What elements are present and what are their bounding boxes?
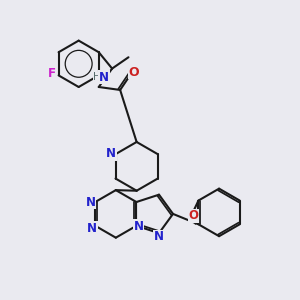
Text: O: O <box>188 209 198 223</box>
Text: N: N <box>106 147 116 160</box>
Text: N: N <box>134 220 144 233</box>
Text: O: O <box>128 66 139 79</box>
Text: F: F <box>48 68 56 80</box>
Text: N: N <box>86 196 96 208</box>
Text: N: N <box>87 222 97 235</box>
Text: N: N <box>99 71 109 84</box>
Text: H: H <box>93 72 101 82</box>
Text: N: N <box>154 230 164 243</box>
